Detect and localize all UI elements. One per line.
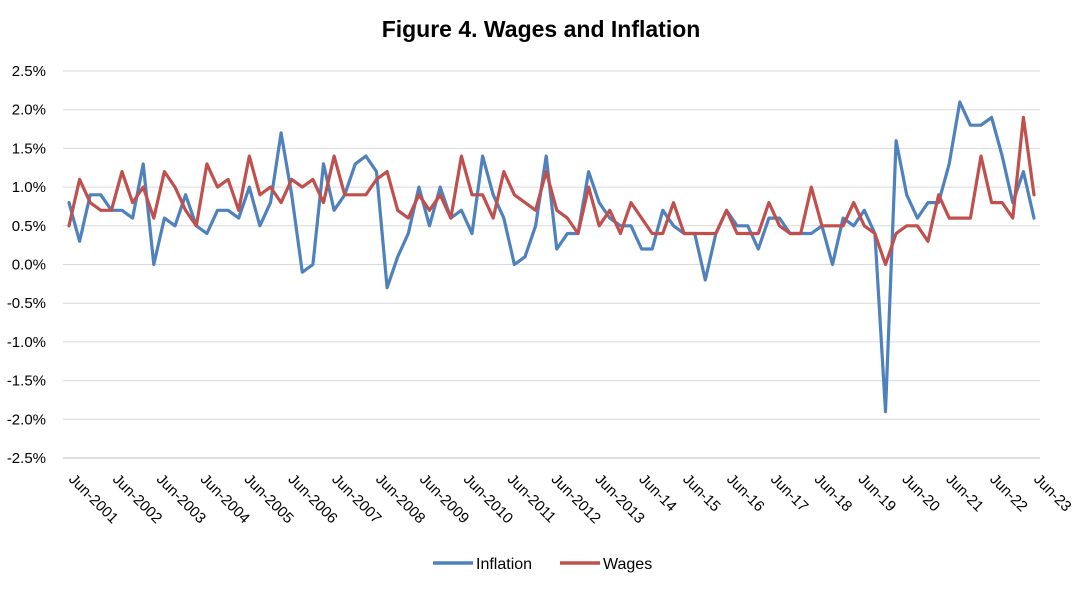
x-tick-label: Jun-16 [723, 471, 767, 515]
y-tick-label: 2.0% [12, 102, 46, 119]
chart-title: Figure 4. Wages and Inflation [382, 16, 701, 42]
y-tick-label: -2.0% [7, 411, 46, 428]
y-tick-label: -1.5% [7, 373, 46, 390]
y-tick-label: 0.5% [12, 218, 46, 235]
gridlines [63, 70, 1040, 459]
y-tick-label: -2.5% [7, 450, 46, 467]
y-tick-label: -1.0% [7, 334, 46, 351]
series-line-inflation [67, 100, 1036, 414]
y-tick-label: 1.5% [12, 140, 46, 157]
x-tick-label: Jun-15 [679, 471, 723, 515]
y-axis-ticks: -2.5% -2.0% -1.5% -1.0% -0.5% 0.0% 0.5% 1.0% 1.5… [7, 63, 46, 467]
legend: Inflation Wages [433, 556, 652, 573]
x-axis-ticks: Jun-2001Jun-2002Jun-2003Jun-2004Jun-2005… [65, 471, 1074, 527]
x-tick-label: Jun-18 [811, 471, 855, 515]
x-tick-label: Jun-20 [899, 471, 943, 515]
y-tick-label: 2.5% [12, 63, 46, 80]
x-tick-label: Jun-22 [986, 471, 1030, 515]
x-tick-label: Jun-19 [855, 471, 899, 515]
x-tick-label: Jun-21 [942, 471, 986, 515]
y-tick-label: -0.5% [7, 295, 46, 312]
legend-label-inflation: Inflation [476, 556, 532, 573]
series-lines [67, 100, 1036, 414]
y-tick-label: 0.0% [12, 257, 46, 274]
x-tick-label: Jun-17 [767, 471, 811, 515]
legend-label-wages: Wages [603, 556, 652, 573]
series-line-wages [67, 115, 1036, 267]
y-tick-label: 1.0% [12, 179, 46, 196]
x-tick-label: Jun-23 [1030, 471, 1074, 515]
